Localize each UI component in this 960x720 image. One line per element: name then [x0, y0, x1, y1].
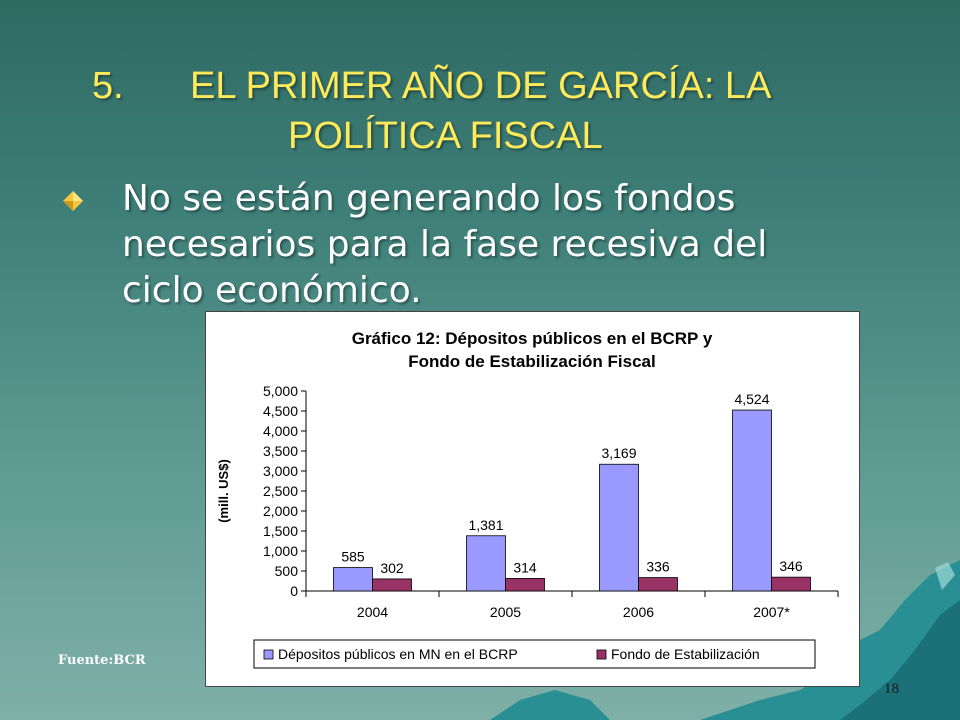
legend-box [253, 639, 816, 669]
y-tick-label: 0 [290, 583, 298, 599]
source-note: Fuente:BCR [58, 653, 146, 668]
y-tick-label: 1,000 [263, 543, 298, 559]
legend-label: Fondo de Estabilización [611, 646, 760, 662]
y-tick-label: 500 [275, 563, 299, 579]
y-tick-label: 3,500 [263, 443, 298, 459]
bar-depositos [466, 535, 506, 592]
data-label: 585 [341, 549, 365, 565]
diamond-bullet-icon [63, 191, 83, 211]
page-number: 18 [884, 681, 899, 697]
title-number: 5. [92, 65, 124, 107]
data-label: 336 [646, 559, 670, 575]
chart-panel: Gráfico 12: Dépositos públicos en el BCR… [205, 311, 860, 687]
bar-depositos [333, 567, 373, 592]
data-label: 314 [513, 559, 537, 575]
data-label: 346 [779, 558, 803, 574]
y-tick-label: 5,000 [263, 383, 298, 399]
title-line-1: EL PRIMER AÑO DE GARCÍA: LA [190, 65, 772, 107]
chart-title-line-2: Fondo de Estabilización Fiscal [408, 352, 656, 371]
bar-fondo [372, 578, 412, 592]
y-tick-label: 1,500 [263, 523, 298, 539]
x-tick-label: 2004 [357, 604, 388, 620]
bullet-line-3: ciclo económico. [122, 270, 422, 311]
bar-fondo [505, 578, 545, 592]
data-label: 1,381 [468, 517, 503, 533]
bar-fondo [638, 577, 678, 592]
bar-chart: Gráfico 12: Dépositos públicos en el BCR… [216, 329, 839, 669]
data-label: 4,524 [734, 391, 769, 407]
title-line-2: POLÍTICA FISCAL [288, 115, 603, 157]
data-label: 3,169 [601, 445, 636, 461]
y-tick-label: 4,500 [263, 403, 298, 419]
bar-depositos [599, 463, 639, 592]
bar-depositos [732, 409, 772, 592]
bar-fondo [771, 576, 811, 592]
legend-swatch [263, 649, 274, 660]
y-axis-label: (mill. US$) [216, 459, 231, 523]
bullet-line-1: No se están generando los fondos [122, 178, 736, 219]
y-tick-label: 2,500 [263, 483, 298, 499]
legend-swatch [596, 649, 607, 660]
y-tick-label: 4,000 [263, 423, 298, 439]
legend-label: Dépositos públicos en MN en el BCRP [278, 646, 518, 662]
bullet-line-2: necesarios para la fase recesiva del [122, 224, 768, 265]
y-tick-label: 3,000 [263, 463, 298, 479]
y-tick-label: 2,000 [263, 503, 298, 519]
chart-title-line-1: Gráfico 12: Dépositos públicos en el BCR… [352, 329, 713, 348]
x-tick-label: 2006 [623, 604, 654, 620]
data-label: 302 [380, 560, 404, 576]
bullet-text: No se están generando los fondos necesar… [122, 176, 922, 314]
x-tick-label: 2007* [753, 604, 790, 620]
x-tick-label: 2005 [490, 604, 521, 620]
